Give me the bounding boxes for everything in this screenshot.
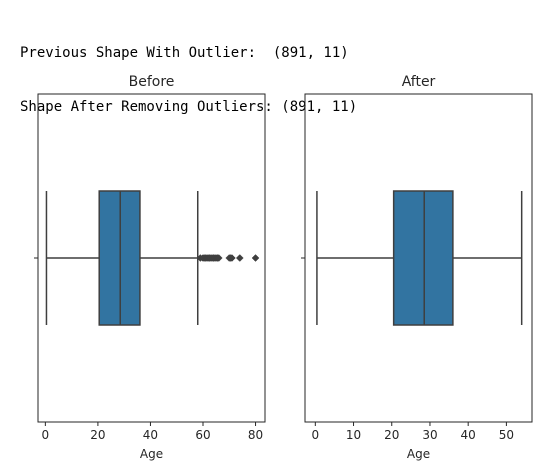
after-boxplot-panel: 0 10 20 30 40 50 After Age [301,74,533,461]
iqr-box [392,190,454,326]
outlier-point [214,254,223,262]
outlier-point [228,254,236,262]
x-tick-label: 10 [346,428,361,442]
x-tick-label: 40 [461,428,476,442]
x-tick-label: 0 [42,428,50,442]
x-tick-label: 20 [90,428,105,442]
output-line-shape-after: Shape After Removing Outliers: (891, 11) [20,99,358,115]
axes-frame [304,93,533,423]
outlier-point [235,254,244,262]
x-tick-label: 20 [384,428,399,442]
x-tick-label: 50 [499,428,514,442]
x-tick-label: 80 [248,428,263,442]
axes-frame [37,93,266,423]
x-axis-label: Age [407,447,430,461]
outlier-point [251,254,260,262]
x-tick-label: 60 [195,428,210,442]
console-output: Previous Shape With Outlier: (891, 11) S… [20,8,357,134]
x-tick-label: 40 [143,428,158,442]
chart-title: After [402,74,436,90]
before-boxplot-panel: 0 20 40 60 80 Before Age [34,74,266,461]
chart-title: Before [129,74,175,90]
x-tick-label: 30 [422,428,437,442]
x-tick-label: 0 [311,428,319,442]
x-axis-label: Age [140,447,163,461]
output-line-previous-shape: Previous Shape With Outlier: (891, 11) [20,45,349,61]
